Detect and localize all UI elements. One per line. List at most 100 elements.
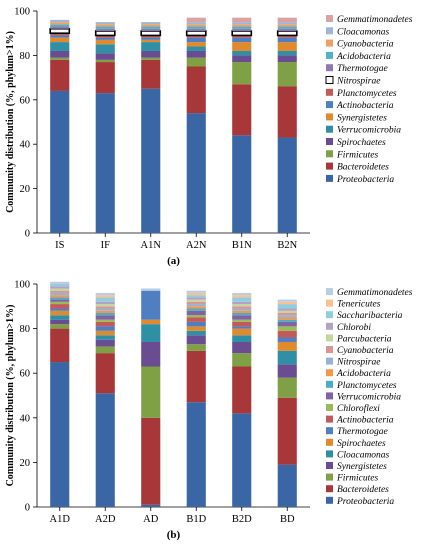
legend-swatch [326,334,333,342]
legend-label: Synergistetes [337,462,387,472]
bar-segment [277,397,297,465]
panel-label: (b) [167,529,181,541]
bar-segment [186,35,206,38]
legend-swatch [326,138,333,145]
legend-label: Cyanobacteria [337,346,394,356]
bar-segment [50,19,70,23]
legend-swatch [326,51,333,59]
bar-segment [141,324,161,342]
bar-segment [232,366,252,414]
bar-segment [95,393,115,507]
bar-segment [50,26,70,29]
bar-segment [277,317,297,320]
bar-segment [140,30,162,37]
legend-swatch [326,450,333,458]
bar-segment [186,26,206,29]
bar-segment [186,301,206,305]
legend-swatch [326,88,333,96]
legend-swatch [326,473,333,481]
bar-segment [277,350,297,365]
bar-segment [232,24,252,27]
legend-label: Firmicutes [336,474,378,484]
bar-segment [277,321,297,327]
bar-segment [50,24,70,27]
bar-segment [50,286,70,289]
legend-label: Firmicutes [336,150,378,160]
bar-segment [232,353,252,367]
y-axis-label: Community distribution (%, phylum>1%) [5,305,16,487]
bar-segment [95,59,115,63]
bar-segment [277,55,297,63]
bar-segment [141,366,161,418]
bar-segment [277,308,297,311]
bar-segment [186,290,206,293]
x-tick-label: IF [101,240,110,251]
bar-segment [232,292,252,296]
legend-swatch [326,113,333,121]
bar-segment [95,330,115,336]
bar-segment [232,335,252,342]
bar-segment [232,26,252,29]
bar-segment [95,306,115,309]
y-tick-label: 0 [25,503,30,514]
bar-segment [232,341,252,354]
bar-segment [232,28,252,31]
x-tick-label: AD [143,514,159,525]
bar-segment [95,301,115,305]
bar-segment [95,308,115,311]
legend-swatch [326,64,333,72]
y-tick-label: 100 [14,7,30,18]
legend-swatch [326,174,333,182]
x-tick-label: A1N [141,240,162,251]
bar-segment [95,353,115,394]
legend-swatch [326,162,333,170]
bar-segment [50,308,70,311]
bar-segment [277,312,297,316]
legend-label: Verrucomicrobia [337,126,401,136]
bar-segment [232,62,252,85]
bar-segment [232,295,252,298]
bar-segment [186,308,206,311]
bar-segment [276,30,298,37]
bar-segment [186,335,206,345]
legend-label: Chlorobi [337,323,371,333]
bar-segment [95,39,115,45]
bar-segment [186,37,206,43]
legend-swatch [325,76,334,84]
bar-segment [141,57,161,60]
bar-segment [277,337,297,342]
bar-segment [95,53,115,60]
legend-swatch [326,346,333,353]
bar-segment [95,93,115,233]
bar-segment [94,30,116,37]
bar-segment [277,299,297,302]
bar-segment [95,295,115,298]
legend-swatch [326,496,333,504]
bar-segment [141,290,161,320]
bar-segment [186,46,206,51]
bar-segment [232,308,252,311]
bar-segment [95,24,115,27]
legend-swatch [326,438,333,446]
bar-segment [277,377,297,398]
bar-segment [141,88,161,233]
y-tick-label: 0 [25,229,30,240]
bar-segment [232,55,252,63]
legend-label: Acidobacteria [336,52,391,62]
bar-segment [277,315,297,318]
bar-segment [232,37,252,43]
bar-segment [141,37,161,40]
x-tick-label: B2D [232,514,252,525]
legend-label: Planctomycetes [336,89,397,99]
bar-segment [186,350,206,403]
legend-swatch [326,288,333,295]
legend-swatch [326,462,333,469]
bar-segment [277,310,297,313]
x-tick-label: BD [280,514,295,525]
legend-label: Planctomycetes [336,381,397,391]
bar-segment [50,290,70,293]
bar-segment [186,295,206,298]
legend-label: Saccharibacteria [337,311,403,321]
legend-swatch [326,311,333,319]
bar-segment [232,301,252,305]
